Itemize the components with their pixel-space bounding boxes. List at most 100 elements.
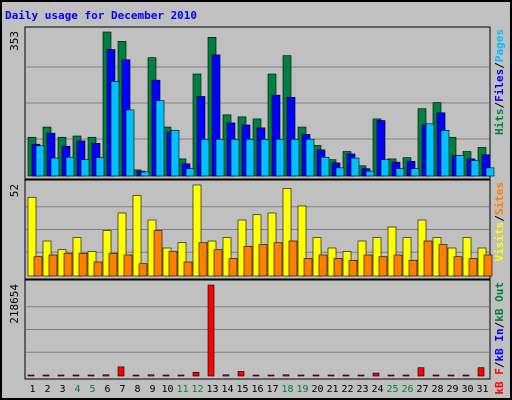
day-label-24: 24	[371, 384, 383, 395]
bar-bottom-kb-f-25	[387, 374, 395, 377]
bar-top-pages-18	[290, 138, 300, 177]
bar-bottom-kb-f-29	[447, 374, 455, 377]
legend-bottom-part-0: kB F	[493, 368, 506, 395]
bar-bottom-kb-f-9	[147, 374, 155, 377]
bar-middle-sites-30	[468, 258, 478, 277]
bar-bottom-kb-f-1	[27, 374, 35, 377]
bar-top-pages-5	[95, 157, 105, 177]
bar-bottom-kb-f-10	[162, 374, 170, 377]
bar-top-pages-6	[110, 81, 120, 177]
bar-top-pages-4	[80, 159, 90, 177]
bar-middle-sites-18	[288, 240, 298, 277]
bar-bottom-kb-f-15	[237, 371, 245, 377]
day-label-20: 20	[311, 384, 323, 395]
bar-bottom-kb-f-20	[312, 374, 320, 377]
day-label-5: 5	[89, 384, 95, 395]
day-label-6: 6	[104, 384, 110, 395]
legend-middle: Visits/Sites	[493, 182, 506, 262]
bar-top-pages-13	[215, 138, 225, 177]
bar-middle-sites-7	[123, 254, 133, 277]
bar-bottom-kb-f-19	[297, 374, 305, 377]
bar-middle-visits-19	[297, 205, 307, 277]
day-label-30: 30	[461, 384, 473, 395]
bar-middle-sites-23	[363, 254, 373, 277]
legend-bottom-part-4: kB Out	[493, 282, 506, 322]
day-label-7: 7	[119, 384, 125, 395]
day-label-9: 9	[149, 384, 155, 395]
bar-middle-sites-19	[303, 258, 313, 277]
day-label-15: 15	[236, 384, 248, 395]
bar-bottom-kb-f-22	[342, 374, 350, 377]
bar-middle-sites-24	[378, 256, 388, 277]
bar-middle-sites-11	[183, 261, 193, 277]
bar-middle-visits-8	[132, 195, 142, 277]
bar-middle-sites-2	[48, 254, 58, 277]
ymax-label-bottom: 218654	[8, 284, 21, 324]
day-label-27: 27	[416, 384, 428, 395]
bar-middle-sites-9	[153, 230, 163, 277]
bar-middle-sites-25	[393, 254, 403, 277]
bar-middle-visits-11	[177, 242, 187, 277]
day-label-31: 31	[476, 384, 488, 395]
day-label-25: 25	[386, 384, 398, 395]
bar-middle-visits-7	[117, 212, 127, 277]
bar-top-pages-25	[395, 168, 405, 177]
day-label-11: 11	[176, 384, 188, 395]
day-label-12: 12	[191, 384, 203, 395]
day-label-1: 1	[29, 384, 35, 395]
bar-bottom-kb-f-21	[327, 374, 335, 377]
bar-top-pages-11	[185, 168, 195, 177]
bar-top-pages-19	[305, 138, 315, 177]
bar-top-pages-27	[425, 123, 435, 177]
ymax-label-middle: 52	[8, 184, 21, 197]
legend-top-part-4: Pages	[493, 29, 506, 62]
day-label-17: 17	[266, 384, 278, 395]
chart-title: Daily usage for December 2010	[5, 9, 197, 22]
bar-middle-visits-26	[402, 237, 412, 277]
bar-top-pages-2	[50, 157, 60, 177]
day-label-3: 3	[59, 384, 65, 395]
day-label-19: 19	[296, 384, 308, 395]
legend-top: Hits/Files/Pages	[493, 29, 506, 135]
bar-middle-sites-10	[168, 251, 178, 277]
bar-middle-visits-30	[462, 237, 472, 277]
bar-middle-sites-1	[33, 256, 43, 277]
bar-top-pages-10	[170, 130, 180, 177]
day-label-13: 13	[206, 384, 218, 395]
day-label-22: 22	[341, 384, 353, 395]
day-label-21: 21	[326, 384, 338, 395]
day-label-23: 23	[356, 384, 368, 395]
day-label-4: 4	[74, 384, 80, 395]
bar-bottom-kb-f-13	[207, 284, 215, 377]
day-label-16: 16	[251, 384, 263, 395]
legend-top-part-1: /	[493, 102, 506, 109]
bar-bottom-kb-f-16	[252, 374, 260, 377]
bar-bottom-kb-f-31	[477, 367, 485, 377]
bar-middle-sites-20	[318, 254, 328, 277]
legend-top-part-0: Hits	[493, 109, 506, 136]
bar-middle-sites-8	[138, 263, 148, 277]
bar-bottom-kb-f-6	[102, 374, 110, 377]
legend-top-part-3: /	[493, 62, 506, 69]
bar-bottom-kb-f-24	[372, 372, 380, 377]
bar-bottom-kb-f-5	[87, 374, 95, 377]
bar-middle-sites-5	[93, 261, 103, 277]
bar-bottom-kb-f-27	[417, 367, 425, 377]
bar-middle-sites-31	[483, 254, 493, 277]
legend-middle-part-0: Visits	[493, 222, 506, 262]
legend-bottom-part-2: kB In	[493, 328, 506, 361]
day-label-10: 10	[161, 384, 173, 395]
bar-bottom-kb-f-12	[192, 371, 200, 377]
bar-middle-sites-12	[198, 242, 208, 277]
bar-bottom-kb-f-3	[57, 374, 65, 377]
bar-bottom-kb-f-11	[177, 374, 185, 377]
bar-middle-sites-28	[438, 244, 448, 277]
bar-top-pages-28	[440, 130, 450, 177]
bar-middle-sites-13	[213, 249, 223, 277]
bar-bottom-kb-f-18	[282, 374, 290, 377]
bar-middle-visits-14	[222, 237, 232, 277]
bar-top-pages-20	[320, 156, 330, 177]
bar-middle-sites-26	[408, 259, 418, 277]
bar-middle-visits-25	[387, 226, 397, 277]
